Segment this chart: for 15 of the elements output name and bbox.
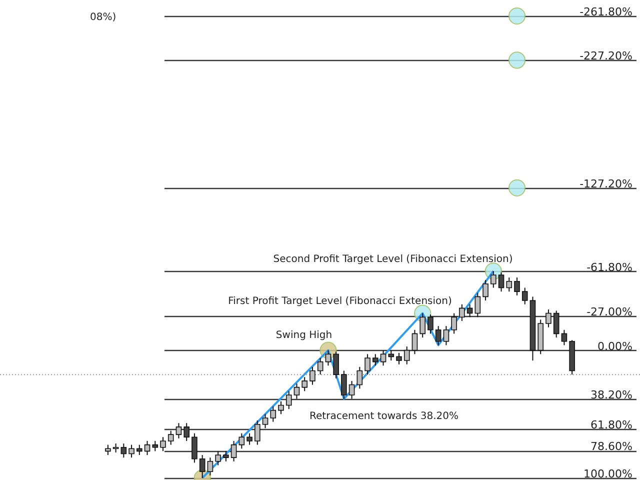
y-tick-label: 61.80%	[590, 418, 632, 432]
y-tick-label: 0.00%	[598, 340, 632, 353]
y-tick-label: -261.80%	[580, 6, 632, 18]
y-tick-label: -27.00%	[586, 305, 632, 318]
annotation: Retracement towards 38.20%	[310, 411, 458, 422]
y-tick-label: 38.20%	[590, 388, 632, 402]
annotation: First Profit Target Level (Fibonacci Extension)	[228, 296, 452, 307]
y-tick-label: 78.60%	[590, 440, 632, 454]
annotation: Swing High	[276, 330, 332, 341]
annotation: 08%)	[90, 12, 116, 23]
y-tick-label: -227.20%	[580, 50, 632, 63]
annotation: Second Profit Target Level (Fibonacci Extension)	[273, 254, 513, 265]
y-tick-label: 100.00%	[584, 468, 632, 480]
y-tick-label: -127.20%	[580, 177, 632, 190]
y-tick-label: -61.80%	[586, 260, 632, 274]
